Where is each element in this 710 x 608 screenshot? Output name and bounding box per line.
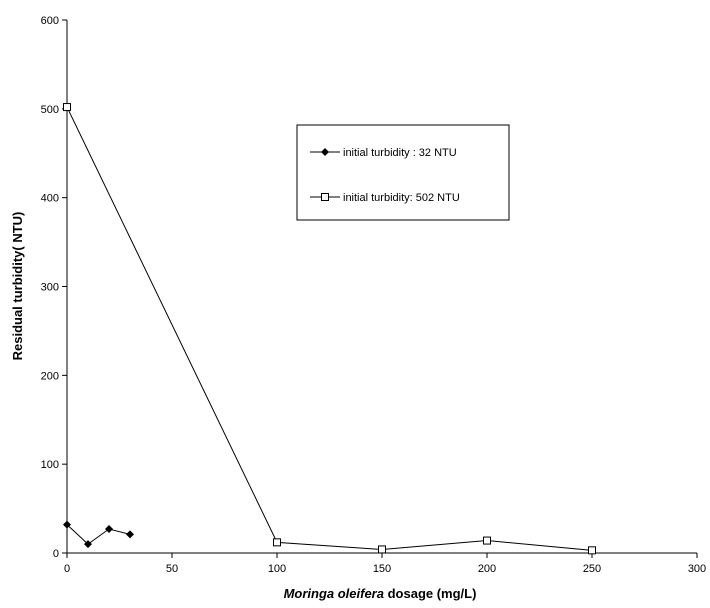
legend-entry-2: initial turbidity: 502 NTU	[310, 192, 460, 204]
x-tick-label: 300	[688, 563, 706, 575]
y-tick-label: 100	[41, 459, 59, 471]
axes	[66, 20, 697, 554]
x-tick-label: 200	[478, 563, 496, 575]
x-tick-label: 0	[64, 563, 70, 575]
legend-marker-diamond	[321, 148, 329, 156]
legend-entry-1: initial turbidity : 32 NTU	[310, 147, 457, 159]
data-point-diamond	[105, 525, 113, 534]
series-line	[66, 524, 131, 545]
y-axis-ticks: 0 100 200 300 400 500 600	[41, 15, 67, 560]
x-tick-label: 150	[373, 563, 391, 575]
legend: initial turbidity : 32 NTU initial turbi…	[296, 124, 510, 221]
data-point-diamond	[63, 520, 71, 529]
x-axis-title: Moringa oleifera dosage (mg/L)	[284, 586, 477, 601]
x-tick-label: 100	[268, 563, 286, 575]
x-axis-ticks: 0 50 100 150 200 250 300	[64, 553, 706, 575]
legend-label-1: initial turbidity : 32 NTU	[343, 147, 457, 159]
data-point-square	[378, 545, 386, 554]
x-axis-title-rest: dosage (mg/L)	[384, 586, 476, 601]
y-axis-title: Residual turbidity( NTU)	[10, 212, 25, 361]
y-tick-label: 600	[41, 15, 59, 27]
series-2	[63, 103, 596, 555]
series-layer	[63, 103, 596, 555]
data-point-square	[483, 536, 491, 545]
legend-box	[296, 124, 510, 221]
x-tick-label: 250	[583, 563, 601, 575]
data-point-square	[588, 546, 596, 555]
y-tick-label: 400	[41, 193, 59, 205]
x-tick-label: 50	[166, 563, 178, 575]
y-tick-label: 200	[41, 370, 59, 382]
y-tick-label: 500	[41, 104, 59, 116]
data-point-diamond	[126, 530, 134, 539]
series-1	[63, 520, 134, 549]
legend-label-2: initial turbidity: 502 NTU	[343, 192, 460, 204]
y-tick-label: 0	[53, 548, 59, 560]
x-axis-title-italic: Moringa oleifera	[284, 586, 384, 601]
data-point-square	[273, 538, 281, 547]
y-tick-label: 300	[41, 282, 59, 294]
data-point-square	[63, 103, 71, 112]
data-point-diamond	[84, 540, 92, 549]
legend-marker-square	[321, 193, 329, 201]
